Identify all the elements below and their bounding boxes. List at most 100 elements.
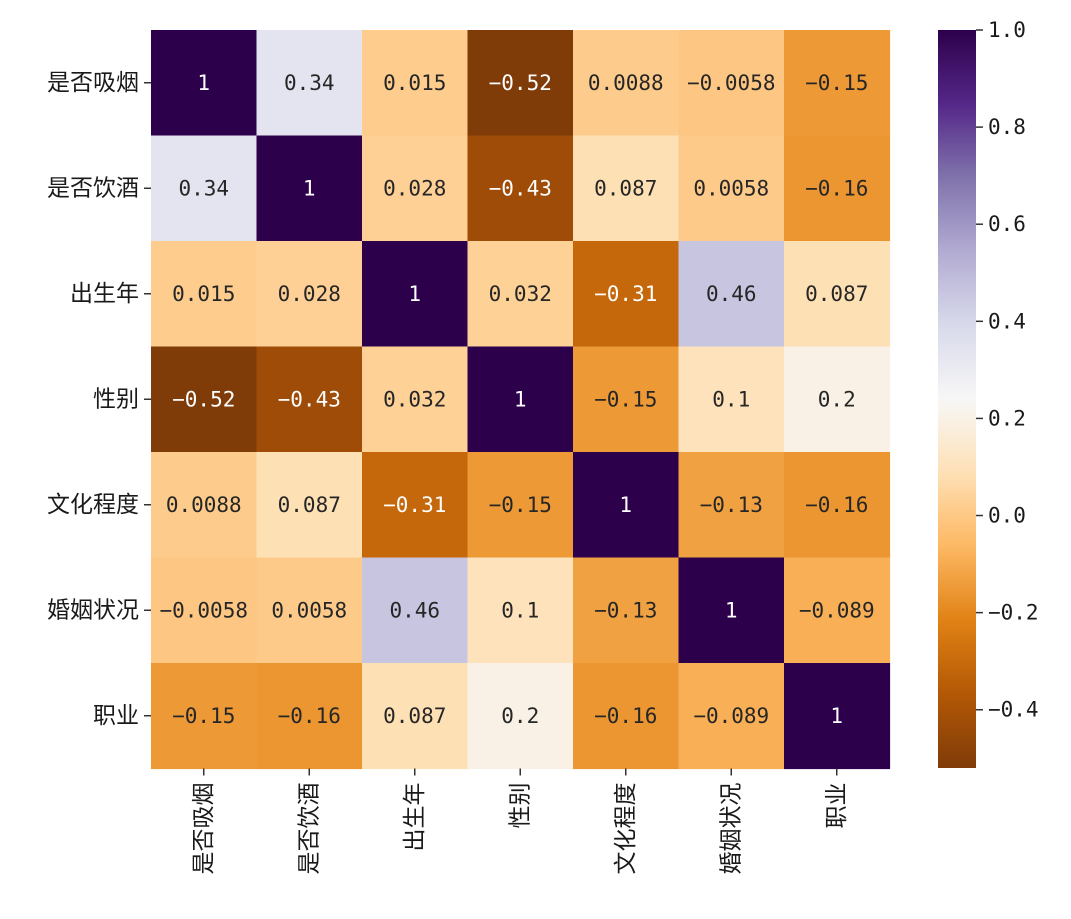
cell-annotation: −0.15 xyxy=(805,71,868,95)
heatmap-cell xyxy=(573,30,680,137)
cell-annotation: −0.15 xyxy=(489,493,552,517)
cell-annotation: 0.2 xyxy=(501,704,539,728)
heatmap-cell xyxy=(256,452,363,559)
heatmap-cell xyxy=(784,557,891,664)
cell-annotation: 0.015 xyxy=(172,282,235,306)
column-tick-label: 婚姻状况 xyxy=(718,783,744,875)
column-tick-labels: 是否吸烟 是否饮酒 出生年 性别 文化程度 婚姻状况 职业 xyxy=(191,768,850,875)
row-tick-label: 是否饮酒 xyxy=(47,175,139,201)
heatmap-cell xyxy=(362,452,469,559)
heatmap-cell xyxy=(678,557,785,664)
cell-annotation: −0.0058 xyxy=(159,598,248,622)
heatmap-cell xyxy=(151,135,258,242)
heatmap-cell xyxy=(151,557,258,664)
row-tick-label: 文化程度 xyxy=(47,492,139,518)
heatmap-cell xyxy=(151,663,258,770)
cell-annotation: −0.13 xyxy=(700,493,763,517)
heatmap-cell xyxy=(678,346,785,453)
cell-annotation: 0.028 xyxy=(278,282,341,306)
heatmap-cell xyxy=(362,346,469,453)
heatmap-cell xyxy=(573,452,680,559)
heatmap-cell xyxy=(573,557,680,664)
heatmap-cell xyxy=(362,241,469,348)
cell-annotation: 0.46 xyxy=(706,282,757,306)
cell-annotation: 0.0058 xyxy=(271,598,347,622)
cell-annotation: −0.16 xyxy=(805,493,868,517)
heatmap-cell xyxy=(678,663,785,770)
cell-annotation: −0.089 xyxy=(693,704,769,728)
cell-annotation: 1 xyxy=(514,387,527,411)
cell-annotation: −0.16 xyxy=(805,176,868,200)
row-tick-label: 婚姻状况 xyxy=(47,597,139,623)
heatmap-cell xyxy=(151,346,258,453)
heatmap-cell xyxy=(467,241,574,348)
column-tick-label: 职业 xyxy=(824,783,850,829)
cell-annotation: 0.032 xyxy=(489,282,552,306)
row-tick-label: 职业 xyxy=(93,703,139,729)
column-tick-label: 文化程度 xyxy=(613,783,639,875)
colorbar: 1.0 0.8 0.6 0.4 0.2 0.0 −0.2 −0.4 xyxy=(938,18,1039,768)
cell-annotation: 1 xyxy=(619,493,632,517)
column-tick-label: 性别 xyxy=(507,783,533,829)
heatmap-cell xyxy=(256,241,363,348)
row-tick-label: 是否吸烟 xyxy=(47,70,139,96)
colorbar-tick-label: 0.2 xyxy=(988,406,1026,430)
cell-annotation: 1 xyxy=(303,176,316,200)
cell-annotation: −0.0058 xyxy=(687,71,776,95)
cell-annotation: 0.0088 xyxy=(588,71,664,95)
cell-annotation: −0.13 xyxy=(594,598,657,622)
heatmap-cell xyxy=(573,135,680,242)
heatmap-cell xyxy=(678,452,785,559)
row-tick-label: 出生年 xyxy=(70,281,139,307)
heatmap-cell xyxy=(784,30,891,137)
cell-annotation: 0.032 xyxy=(383,387,446,411)
heatmap-cell xyxy=(256,346,363,453)
heatmap-cell xyxy=(467,135,574,242)
colorbar-gradient xyxy=(938,30,976,768)
heatmap-cell xyxy=(467,557,574,664)
heatmap-cell xyxy=(256,30,363,137)
cell-annotation: −0.15 xyxy=(172,704,235,728)
heatmap-cell xyxy=(467,30,574,137)
heatmap-cell xyxy=(151,452,258,559)
cell-annotation: 0.1 xyxy=(501,598,539,622)
heatmap-cell xyxy=(256,135,363,242)
heatmap-cell xyxy=(151,30,258,137)
heatmap-cell xyxy=(678,135,785,242)
colorbar-tick-label: 0.8 xyxy=(988,115,1026,139)
column-tick-label: 是否饮酒 xyxy=(296,783,322,875)
heatmap-cell xyxy=(467,346,574,453)
heatmap-cells: 1 0.34 0.015 −0.52 0.0088 −0.0058 −0.15 0.34 1 0.… xyxy=(151,30,891,770)
cell-annotation: −0.43 xyxy=(278,387,341,411)
column-tick-label: 是否吸烟 xyxy=(191,783,217,875)
colorbar-tick-label: 1.0 xyxy=(988,18,1026,42)
cell-annotation: −0.52 xyxy=(489,71,552,95)
heatmap-cell xyxy=(256,663,363,770)
heatmap-cell xyxy=(573,346,680,453)
heatmap-cell xyxy=(784,135,891,242)
heatmap-cell xyxy=(362,135,469,242)
cell-annotation: 0.015 xyxy=(383,71,446,95)
heatmap-cell xyxy=(256,557,363,664)
cell-annotation: 0.0088 xyxy=(166,493,242,517)
colorbar-tick-label: −0.2 xyxy=(988,601,1039,625)
cell-annotation: −0.16 xyxy=(278,704,341,728)
heatmap-cell xyxy=(573,663,680,770)
cell-annotation: 0.2 xyxy=(818,387,856,411)
cell-annotation: 0.087 xyxy=(278,493,341,517)
cell-annotation: 0.087 xyxy=(383,704,446,728)
heatmap-cell xyxy=(467,452,574,559)
heatmap-cell xyxy=(151,241,258,348)
column-tick-label: 出生年 xyxy=(402,783,428,852)
heatmap-cell xyxy=(362,30,469,137)
heatmap-cell xyxy=(573,241,680,348)
cell-annotation: 1 xyxy=(408,282,421,306)
heatmap-cell xyxy=(784,452,891,559)
heatmap-cell xyxy=(784,346,891,453)
cell-annotation: 1 xyxy=(725,598,738,622)
colorbar-tick-label: 0.4 xyxy=(988,309,1026,333)
cell-annotation: −0.43 xyxy=(489,176,552,200)
heatmap-cell xyxy=(362,663,469,770)
heatmap-cell xyxy=(784,241,891,348)
